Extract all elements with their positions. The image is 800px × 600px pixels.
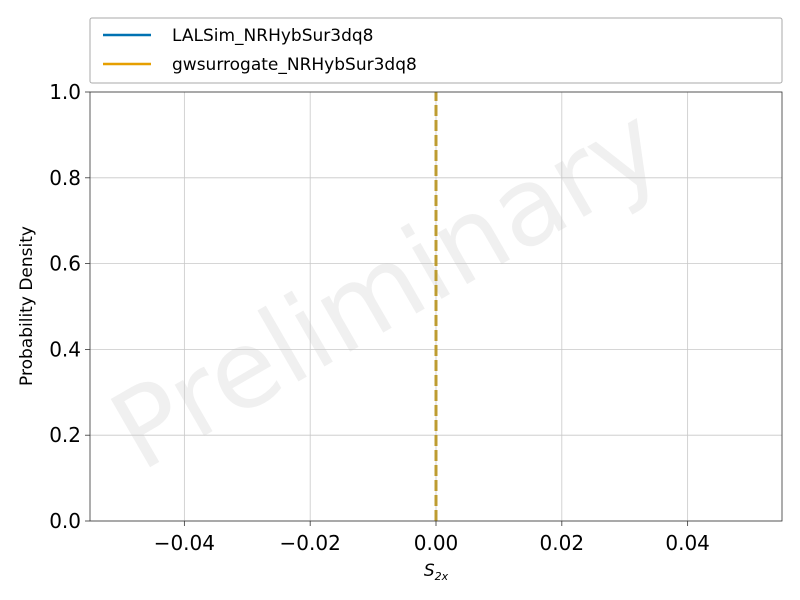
x-axis-label: S2x — [424, 561, 449, 583]
x-axis-label-subscript: 2x — [435, 570, 449, 583]
watermark: Preliminary — [91, 82, 682, 495]
x-axis-label-main: S — [424, 561, 435, 581]
y-tick-label: 0.6 — [49, 252, 81, 276]
x-tick-label: −0.04 — [154, 531, 215, 555]
y-tick-label: 0.8 — [49, 166, 81, 190]
legend-label-lalsim: LALSim_NRHybSur3dq8 — [172, 26, 373, 46]
y-tick-label: 0.0 — [49, 509, 81, 533]
legend: LALSim_NRHybSur3dq8 gwsurrogate_NRHybSur… — [89, 17, 783, 84]
x-tick-label: 0.00 — [414, 531, 459, 555]
x-tick-label: −0.02 — [280, 531, 341, 555]
x-tick-label: 0.04 — [665, 531, 710, 555]
y-tick-label: 1.0 — [49, 80, 81, 104]
x-tick-label: 0.02 — [540, 531, 585, 555]
y-tick-label: 0.2 — [49, 423, 81, 447]
y-axis-label: Probability Density — [17, 226, 37, 386]
legend-box — [89, 17, 783, 84]
y-axis-ticks: 0.0 0.2 0.4 0.6 0.8 1.0 — [49, 80, 90, 533]
legend-label-gwsurrogate: gwsurrogate_NRHybSur3dq8 — [172, 55, 417, 75]
y-tick-label: 0.4 — [49, 337, 81, 361]
x-axis-ticks: −0.04 −0.02 0.00 0.02 0.04 — [154, 521, 710, 555]
